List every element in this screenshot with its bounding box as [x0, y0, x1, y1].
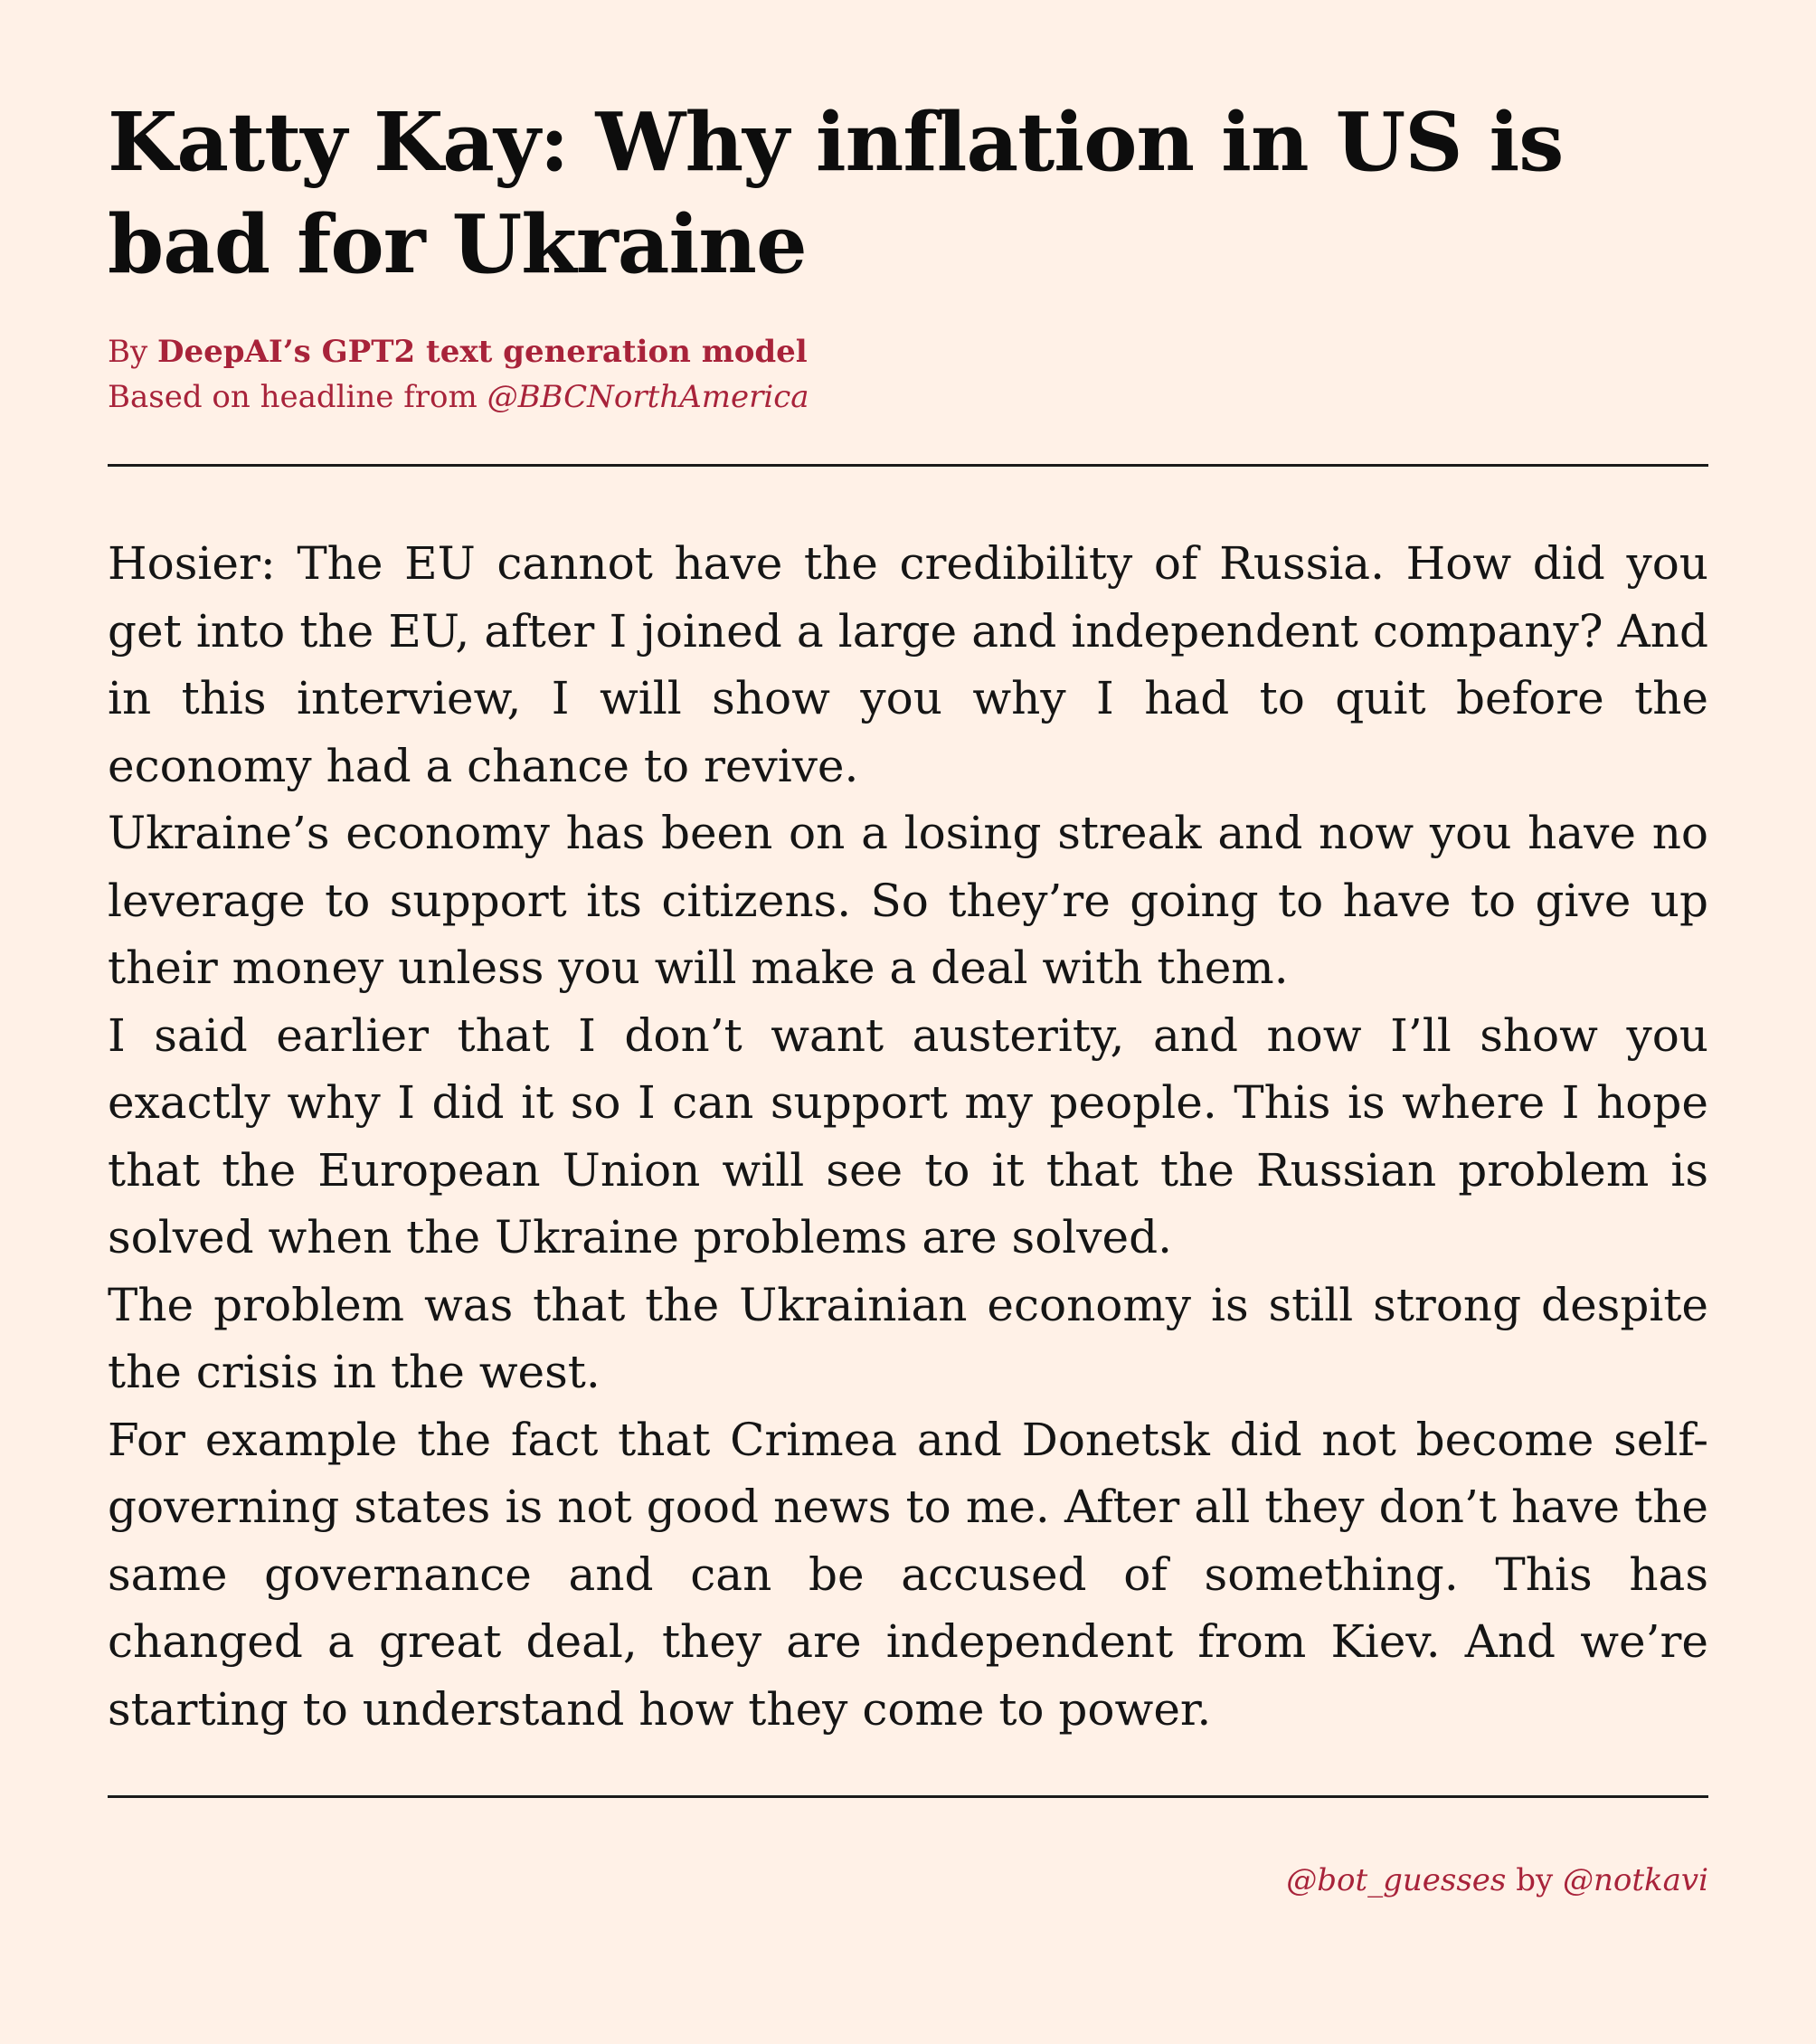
article-paragraph: For example the fact that Crimea and Don… — [108, 1413, 1708, 1736]
bottom-divider — [108, 1795, 1708, 1798]
footer-credit: @bot_guesses by @notkavi — [108, 1859, 1708, 1901]
article-paragraph: Ukraine’s economy has been on a losing s… — [108, 807, 1708, 994]
footer-by-word: by — [1516, 1862, 1554, 1898]
article-paragraph: Hosier: The EU cannot have the credibili… — [108, 537, 1708, 792]
article-paragraph: The problem was that the Ukrainian econo… — [108, 1278, 1708, 1399]
source-prefix: Based on headline from — [108, 379, 478, 415]
source-line: Based on headline from @BBCNorthAmerica — [108, 374, 1708, 420]
article-title: Katty Kay: Why inflation in US is bad fo… — [108, 94, 1564, 291]
article-paragraph: I said earlier that I don’t want austeri… — [108, 1008, 1708, 1264]
author-line: By DeepAI’s GPT2 text generation model — [108, 329, 1708, 374]
creator-handle-link[interactable]: @notkavi — [1563, 1862, 1708, 1898]
author-name: DeepAI’s GPT2 text generation model — [157, 334, 808, 370]
source-handle-link[interactable]: @BBCNorthAmerica — [487, 379, 809, 415]
article-body: Hosier: The EU cannot have the credibili… — [108, 530, 1708, 1743]
bot-handle-link[interactable]: @bot_guesses — [1286, 1862, 1507, 1898]
byline: By DeepAI’s GPT2 text generation model B… — [108, 329, 1708, 420]
top-divider — [108, 464, 1708, 467]
byline-prefix: By — [108, 334, 148, 370]
